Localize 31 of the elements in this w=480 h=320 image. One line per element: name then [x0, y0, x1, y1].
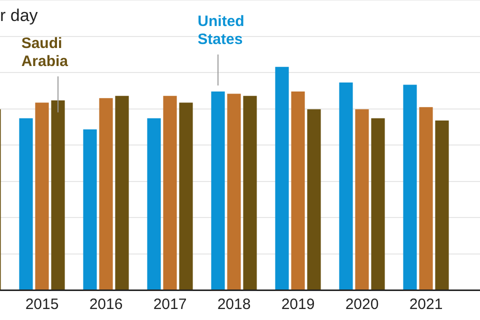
bar: [403, 84, 417, 290]
bar: [211, 91, 225, 290]
bar: [275, 66, 289, 290]
bar: [371, 118, 385, 290]
text: United States: [198, 13, 244, 48]
x-tick-label: 2020: [345, 296, 379, 314]
x-tick-label: 2019: [281, 296, 315, 314]
bar: [227, 94, 241, 290]
x-tick-label: 2017: [153, 296, 187, 314]
bar: [51, 100, 65, 290]
bar: [307, 109, 321, 290]
bar: [339, 82, 353, 290]
bar: [355, 109, 369, 290]
x-tick-label: 2018: [217, 296, 251, 314]
bar: [243, 96, 257, 290]
bar: [435, 120, 449, 290]
bar: [419, 107, 433, 290]
x-tick-label: 2016: [89, 296, 123, 314]
bar: [83, 129, 97, 290]
bar: [291, 91, 305, 290]
bar: [115, 96, 129, 290]
chart-title: r day: [0, 6, 38, 26]
x-tick-label: 2021: [409, 296, 443, 314]
text: Saudi Arabia: [21, 35, 69, 70]
bar: [99, 98, 113, 290]
bar: [35, 102, 49, 290]
x-tick-label: 2015: [25, 296, 59, 314]
bar: [147, 118, 161, 290]
bar: [163, 96, 177, 290]
bar: [179, 102, 193, 290]
bar: [19, 118, 33, 290]
